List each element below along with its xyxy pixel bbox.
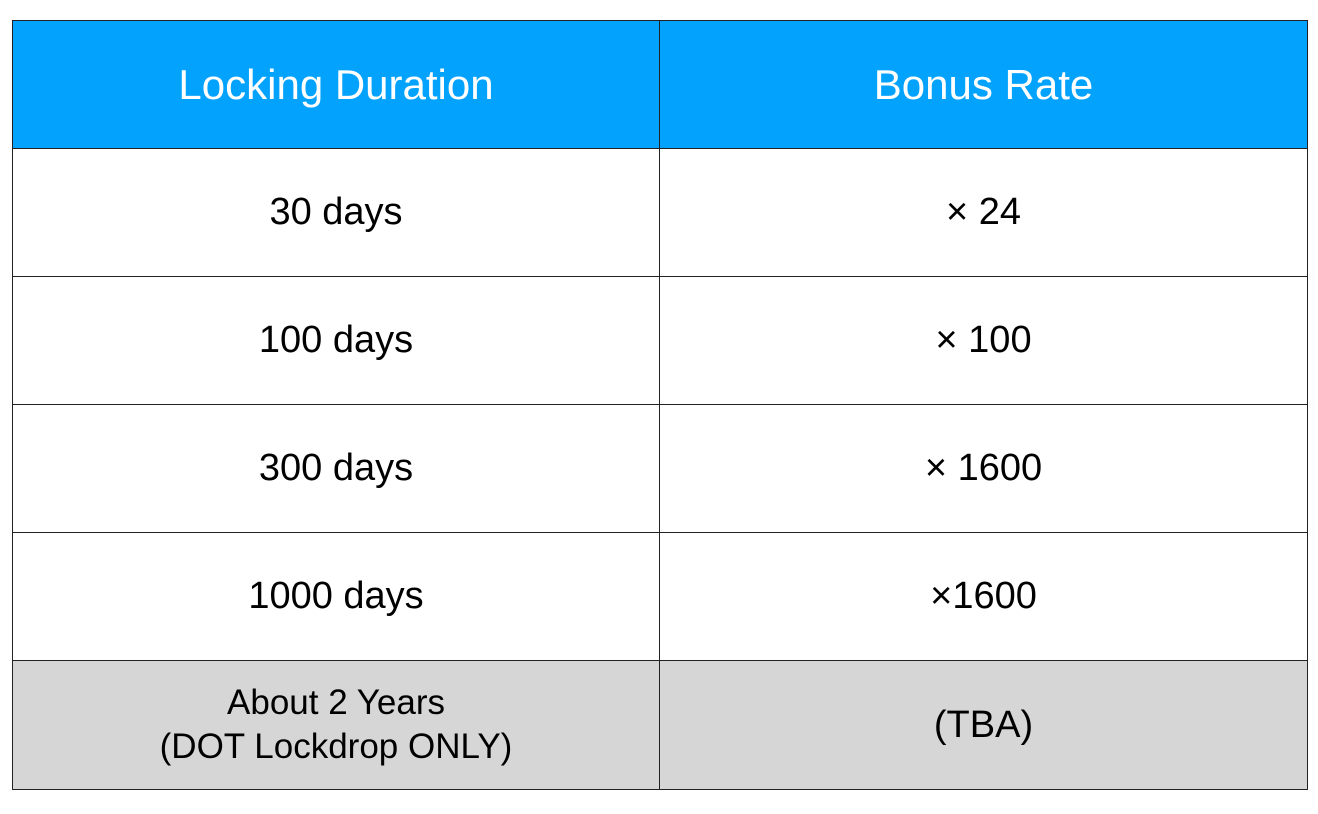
bonus-rate-table: Locking Duration Bonus Rate 30 days × 24… xyxy=(12,20,1308,790)
table-row: 1000 days ×1600 xyxy=(12,532,1308,661)
rate-cell: × 24 xyxy=(659,148,1308,277)
table-row: 30 days × 24 xyxy=(12,148,1308,277)
duration-cell: 1000 days xyxy=(12,532,660,661)
header-locking-duration: Locking Duration xyxy=(12,20,660,149)
header-bonus-rate: Bonus Rate xyxy=(659,20,1308,149)
table-header-row: Locking Duration Bonus Rate xyxy=(12,20,1308,149)
rate-cell: × 100 xyxy=(659,276,1308,405)
table-row: 100 days × 100 xyxy=(12,276,1308,405)
duration-line-note: (DOT Lockdrop ONLY) xyxy=(159,727,513,766)
table-row-dot-lockdrop: About 2 Years (DOT Lockdrop ONLY) (TBA) xyxy=(12,660,1308,790)
duration-line-primary: About 2 Years xyxy=(227,683,445,722)
rate-cell: (TBA) xyxy=(659,660,1308,790)
rate-cell: ×1600 xyxy=(659,532,1308,661)
duration-cell: 100 days xyxy=(12,276,660,405)
rate-cell: × 1600 xyxy=(659,404,1308,533)
duration-cell: About 2 Years (DOT Lockdrop ONLY) xyxy=(12,660,660,790)
duration-cell: 30 days xyxy=(12,148,660,277)
duration-cell: 300 days xyxy=(12,404,660,533)
table-row: 300 days × 1600 xyxy=(12,404,1308,533)
